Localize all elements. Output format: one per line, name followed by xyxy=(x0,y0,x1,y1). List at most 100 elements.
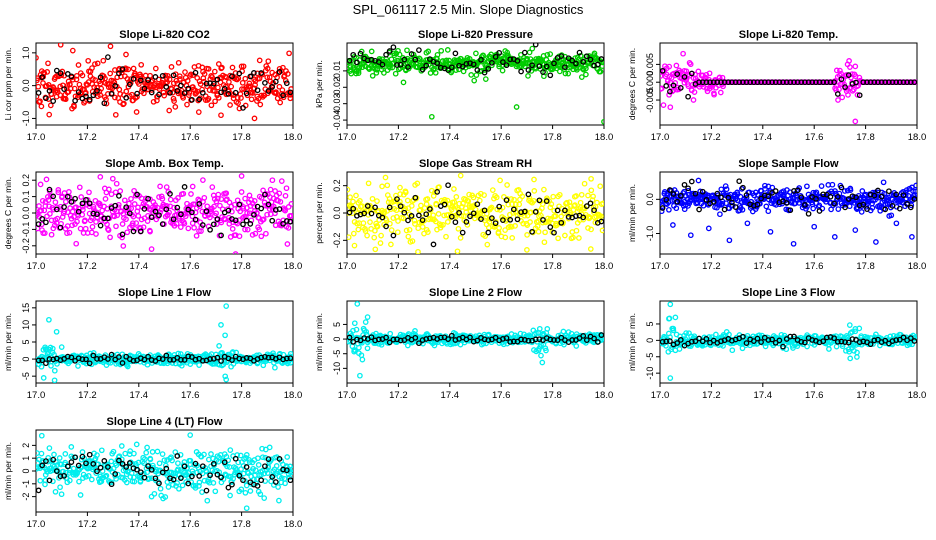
black-data-point xyxy=(743,79,750,86)
x-tick-label: 17.2 xyxy=(702,132,721,143)
data-point xyxy=(414,180,421,187)
data-point xyxy=(208,451,214,457)
data-point xyxy=(137,225,144,232)
black-data-point xyxy=(137,228,144,235)
data-point xyxy=(493,194,500,201)
data-point xyxy=(199,86,205,93)
black-data-point xyxy=(492,334,499,341)
data-point xyxy=(131,187,137,194)
data-point xyxy=(406,226,413,233)
data-point xyxy=(203,468,210,475)
data-point xyxy=(79,72,86,79)
black-data-point xyxy=(591,335,597,342)
data-point xyxy=(378,232,384,239)
data-point xyxy=(134,93,140,100)
black-data-point xyxy=(699,79,706,86)
y-tick-label: -0.1 xyxy=(21,222,31,238)
black-data-point xyxy=(503,335,510,341)
black-data-point xyxy=(514,216,521,223)
data-point xyxy=(167,196,174,203)
data-point xyxy=(859,188,866,194)
black-data-point xyxy=(893,191,900,198)
data-point xyxy=(251,198,258,204)
data-point xyxy=(402,189,409,196)
data-point xyxy=(489,187,496,193)
y-tick-label: -5 xyxy=(645,353,655,361)
data-point xyxy=(46,445,53,451)
black-data-point xyxy=(798,79,805,86)
data-point xyxy=(432,69,439,76)
data-point xyxy=(504,49,511,56)
data-point xyxy=(213,210,219,217)
data-point xyxy=(194,88,201,95)
data-point xyxy=(720,343,726,349)
data-point xyxy=(242,75,249,82)
data-point xyxy=(181,220,188,227)
data-point xyxy=(238,173,245,179)
black-data-point xyxy=(214,354,221,361)
data-point xyxy=(378,341,385,348)
plot-frame xyxy=(35,300,294,384)
black-data-point xyxy=(181,90,188,96)
data-point xyxy=(227,102,233,108)
data-point xyxy=(453,67,459,73)
x-tick-label: 17.6 xyxy=(805,261,824,272)
data-point xyxy=(762,343,769,350)
x-tick-label: 17.8 xyxy=(543,261,562,272)
black-data-point xyxy=(207,226,213,233)
data-point xyxy=(175,59,182,66)
data-point xyxy=(117,188,124,194)
black-data-point xyxy=(43,360,49,367)
data-point xyxy=(722,183,729,189)
black-data-point xyxy=(280,220,286,227)
data-point xyxy=(847,187,854,193)
x-tick-label: 17.8 xyxy=(856,132,875,143)
data-point xyxy=(142,72,149,79)
data-point xyxy=(377,240,384,246)
data-point xyxy=(443,233,449,240)
data-point xyxy=(154,448,161,455)
black-data-point xyxy=(729,79,735,86)
black-data-point xyxy=(681,74,688,80)
black-data-point xyxy=(178,211,184,218)
black-data-point xyxy=(170,72,177,79)
data-point xyxy=(212,488,219,495)
data-point xyxy=(360,220,367,226)
data-point xyxy=(51,367,58,374)
data-point xyxy=(128,205,135,212)
data-point xyxy=(218,112,224,119)
data-point xyxy=(57,203,64,210)
black-data-point xyxy=(36,221,42,227)
data-point xyxy=(163,80,169,87)
data-point xyxy=(347,234,352,241)
black-data-point xyxy=(853,79,859,86)
data-point xyxy=(539,359,546,366)
data-point xyxy=(123,479,130,486)
data-point xyxy=(75,62,82,68)
x-tick-label: 17.8 xyxy=(856,261,875,272)
data-point xyxy=(403,227,410,234)
point-layer xyxy=(36,43,293,122)
black-data-point xyxy=(43,219,49,226)
black-data-point xyxy=(594,61,601,68)
black-data-point xyxy=(677,85,684,91)
data-point xyxy=(456,200,463,207)
black-data-point xyxy=(907,79,914,86)
x-tick-label: 17.6 xyxy=(492,132,511,143)
y-tick-label: 0.0 xyxy=(645,193,655,206)
data-point xyxy=(112,111,119,118)
data-point xyxy=(71,85,78,92)
y-axis-label: ml/min per min. xyxy=(627,184,637,242)
black-data-point xyxy=(39,74,46,81)
panel-title: Slope Sample Flow xyxy=(738,158,839,170)
data-point xyxy=(590,193,596,200)
data-point xyxy=(519,193,526,200)
data-point xyxy=(869,200,875,207)
data-point xyxy=(78,194,85,200)
black-data-point xyxy=(754,335,761,342)
y-tick-label: 0.1 xyxy=(21,190,31,203)
black-data-point xyxy=(232,217,239,224)
x-tick-label: 17.0 xyxy=(338,261,357,272)
black-data-point xyxy=(518,68,524,75)
black-data-point xyxy=(36,90,42,96)
